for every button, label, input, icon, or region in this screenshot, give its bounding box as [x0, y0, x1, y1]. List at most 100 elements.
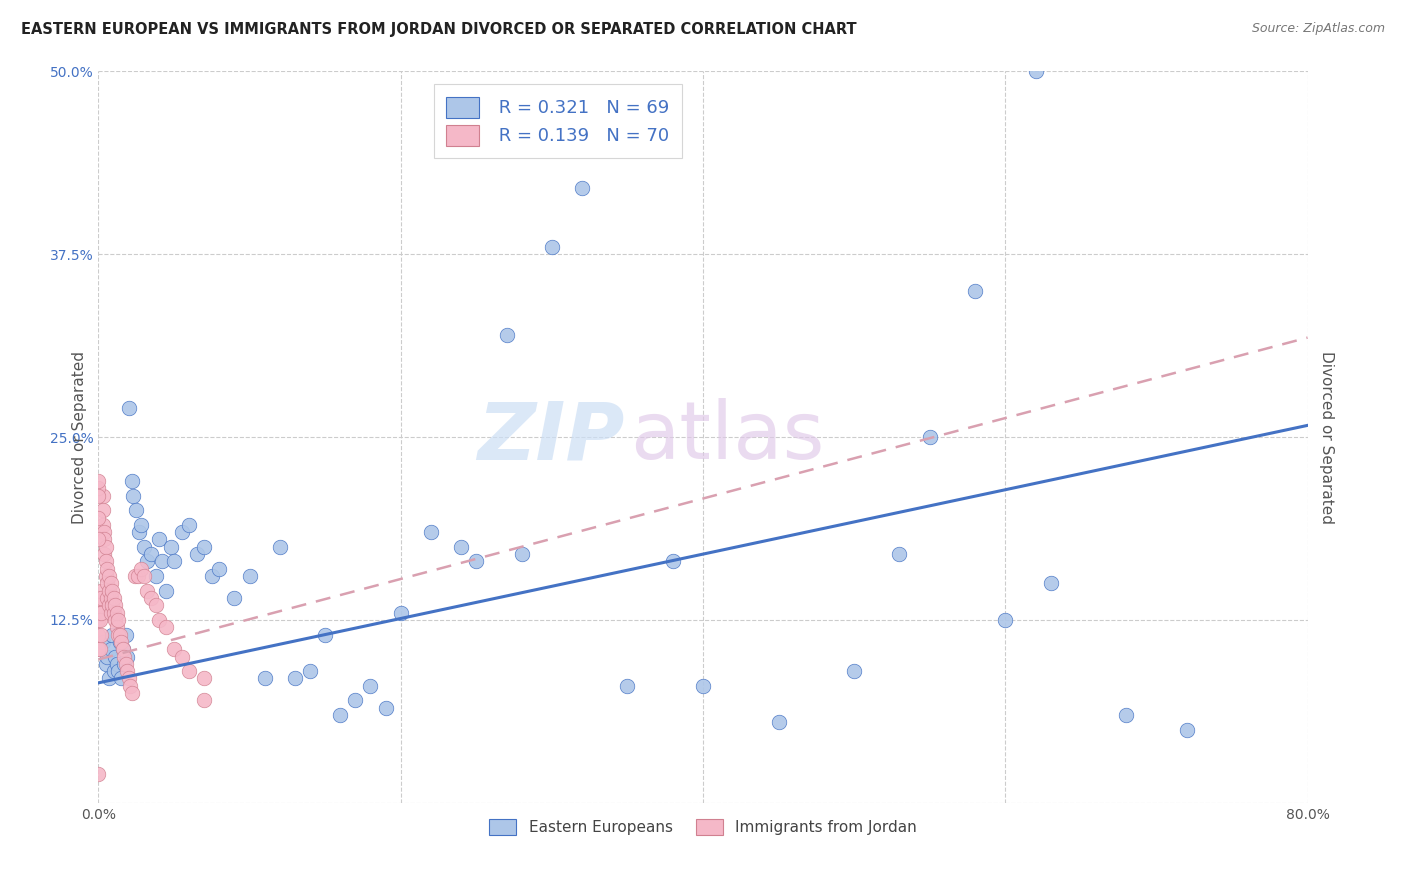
Y-axis label: Divorced or Separated: Divorced or Separated	[72, 351, 87, 524]
Point	[129, 562, 152, 576]
Point	[374, 700, 396, 714]
Point	[114, 627, 136, 641]
Point	[132, 569, 155, 583]
Point	[163, 554, 186, 568]
Point	[179, 664, 201, 678]
Point	[89, 606, 111, 620]
Point	[103, 591, 125, 605]
Point	[105, 657, 128, 671]
Point	[114, 657, 136, 671]
Point	[965, 284, 987, 298]
Point	[93, 547, 115, 561]
Point	[692, 679, 714, 693]
Point	[360, 679, 382, 693]
Point	[107, 613, 129, 627]
Point	[1115, 708, 1137, 723]
Point	[94, 657, 117, 671]
Point	[344, 693, 367, 707]
Point	[110, 635, 132, 649]
Point	[94, 569, 117, 583]
Point	[101, 599, 124, 613]
Point	[98, 569, 121, 583]
Point	[94, 554, 117, 568]
Point	[253, 672, 276, 686]
Point	[98, 599, 121, 613]
Text: atlas: atlas	[630, 398, 825, 476]
Point	[87, 613, 110, 627]
Point	[104, 649, 127, 664]
Point	[107, 627, 129, 641]
Point	[111, 642, 134, 657]
Point	[314, 627, 336, 641]
Point	[616, 679, 638, 693]
Point	[108, 627, 131, 641]
Point	[193, 540, 215, 554]
Point	[135, 583, 157, 598]
Point	[125, 503, 148, 517]
Point	[193, 693, 215, 707]
Point	[284, 672, 307, 686]
Point	[87, 627, 110, 641]
Point	[495, 327, 517, 342]
Point	[115, 649, 138, 664]
Point	[389, 606, 412, 620]
Point	[135, 554, 157, 568]
Point	[87, 510, 110, 524]
Point	[90, 583, 112, 598]
Point	[193, 672, 215, 686]
Point	[201, 569, 224, 583]
Text: Source: ZipAtlas.com: Source: ZipAtlas.com	[1251, 22, 1385, 36]
Point	[179, 517, 201, 532]
Point	[89, 642, 111, 657]
Point	[155, 620, 177, 634]
Point	[87, 642, 110, 657]
Point	[91, 635, 114, 649]
Point	[163, 642, 186, 657]
Point	[994, 613, 1017, 627]
Point	[111, 642, 134, 657]
Point	[170, 525, 193, 540]
Point	[98, 583, 121, 598]
Text: EASTERN EUROPEAN VS IMMIGRANTS FROM JORDAN DIVORCED OR SEPARATED CORRELATION CHA: EASTERN EUROPEAN VS IMMIGRANTS FROM JORD…	[21, 22, 856, 37]
Point	[148, 613, 170, 627]
Point	[127, 569, 149, 583]
Point	[103, 606, 125, 620]
Point	[1175, 723, 1198, 737]
Point	[100, 606, 122, 620]
Point	[101, 627, 124, 641]
Point	[1024, 64, 1046, 78]
Point	[87, 481, 110, 495]
Point	[141, 547, 163, 561]
Point	[132, 540, 155, 554]
Point	[96, 576, 118, 591]
Point	[87, 766, 110, 780]
Point	[121, 686, 143, 700]
Point	[450, 540, 472, 554]
Point	[239, 569, 262, 583]
Point	[148, 533, 170, 547]
Point	[661, 554, 683, 568]
Point	[844, 664, 866, 678]
Point	[129, 517, 152, 532]
Point	[96, 562, 118, 576]
Point	[108, 635, 131, 649]
Text: ZIP: ZIP	[477, 398, 624, 476]
Point	[768, 715, 790, 730]
Point	[186, 547, 208, 561]
Point	[115, 664, 138, 678]
Point	[150, 554, 173, 568]
Point	[160, 540, 183, 554]
Point	[101, 583, 124, 598]
Point	[121, 474, 143, 488]
Point	[918, 430, 941, 444]
Point	[118, 672, 141, 686]
Point	[112, 649, 135, 664]
Point	[510, 547, 533, 561]
Point	[105, 606, 128, 620]
Point	[100, 576, 122, 591]
Point	[107, 664, 129, 678]
Point	[299, 664, 322, 678]
Point	[98, 672, 121, 686]
Y-axis label: Divorced or Separated: Divorced or Separated	[1319, 351, 1334, 524]
Point	[208, 562, 231, 576]
